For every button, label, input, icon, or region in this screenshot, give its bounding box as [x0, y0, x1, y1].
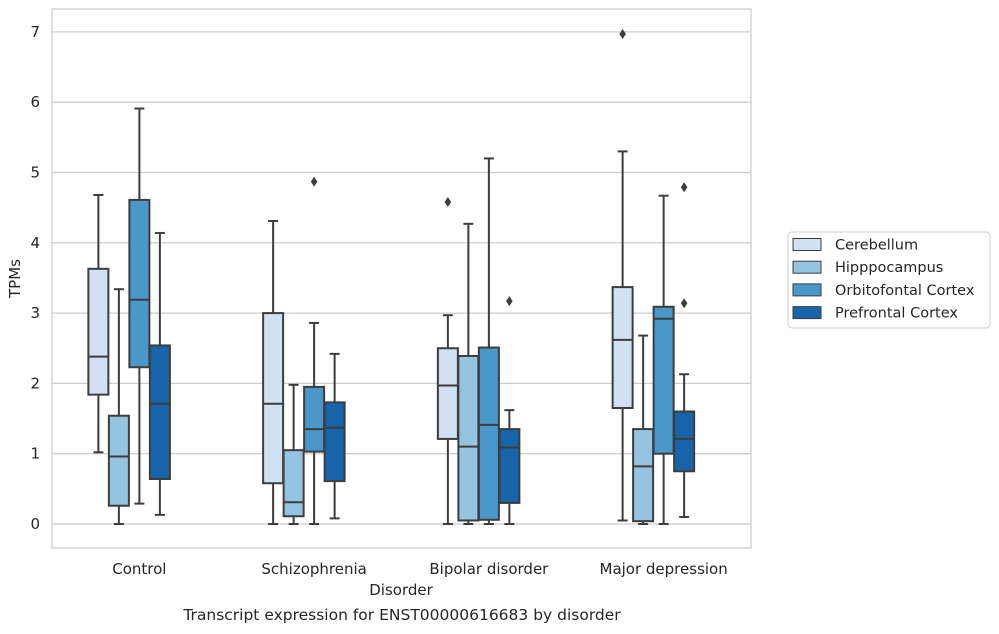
box-iqr [282, 449, 305, 518]
plot-frame [51, 8, 752, 549]
box-major-depression-orbitofontal-cortex [652, 194, 675, 525]
x-tick-labels: Control Schizophrenia Bipolar disorder Majo… [112, 560, 727, 578]
x-tick-label: Bipolar disorder [429, 560, 549, 578]
y-tick-label: 1 [30, 445, 40, 463]
box-iqr [107, 414, 130, 507]
legend-label: Prefrontal Cortex [835, 306, 958, 322]
box-iqr [148, 344, 171, 481]
x-tick-label: Major depression [600, 560, 728, 578]
box-iqr [323, 401, 346, 483]
box-control-cerebellum [87, 193, 110, 454]
legend: Cerebellum Hipppocampus Orbitofontal Corte… [787, 231, 991, 329]
box-iqr [673, 410, 696, 473]
y-tick-label: 7 [30, 23, 40, 41]
y-axis-label: TPMs [6, 259, 24, 299]
box-control-hipppocampus [107, 288, 130, 525]
box-iqr [652, 305, 675, 455]
box-control-prefrontal-cortex [148, 231, 171, 516]
box-major-depression-hipppocampus [632, 334, 655, 525]
chart-caption: Transcript expression for ENST0000061668… [183, 606, 621, 624]
outlier-point [680, 298, 688, 309]
box-schizophrenia-hipppocampus [282, 383, 305, 525]
box-major-depression-prefrontal-cortex [673, 182, 696, 518]
x-axis-label: Disorder [369, 581, 433, 599]
box-iqr [87, 267, 110, 396]
legend-swatch [792, 260, 822, 274]
legend-label: Hipppocampus [835, 260, 943, 276]
box-iqr [128, 198, 151, 369]
y-tick-label: 4 [30, 234, 40, 252]
box-control-orbitofontal-cortex [128, 107, 151, 505]
box-plots [87, 29, 696, 525]
outlier-point [506, 296, 513, 307]
box-schizophrenia-orbitofontal-cortex [303, 176, 326, 525]
box-schizophrenia-cerebellum [262, 220, 285, 525]
box-iqr [303, 385, 326, 453]
y-tick-label: 2 [30, 374, 40, 392]
box-iqr [611, 286, 634, 410]
box-bipolar-disorder-orbitofontal-cortex [477, 157, 500, 525]
box-bipolar-disorder-prefrontal-cortex [498, 296, 521, 525]
y-tick-label: 3 [30, 304, 40, 322]
box-iqr [632, 428, 655, 523]
y-tick-label: 5 [30, 164, 40, 182]
y-tick-labels: 0 1 2 3 4 5 6 7 [30, 23, 40, 533]
legend-frame [787, 231, 991, 329]
box-bipolar-disorder-cerebellum [436, 197, 459, 525]
box-iqr [457, 354, 480, 522]
legend-label: Orbitofontal Cortex [835, 283, 975, 299]
outlier-point [310, 176, 318, 187]
x-tick-label: Schizophrenia [261, 560, 366, 578]
box-iqr [436, 347, 459, 440]
legend-swatch [792, 306, 822, 320]
box-bipolar-disorder-hipppocampus [457, 222, 480, 525]
legend-swatch [792, 238, 822, 251]
y-tick-label: 6 [30, 93, 40, 111]
box-schizophrenia-prefrontal-cortex [323, 352, 346, 520]
box-major-depression-cerebellum [611, 29, 634, 522]
legend-swatch [792, 283, 822, 297]
box-iqr [498, 428, 521, 504]
box-iqr [477, 346, 500, 521]
box-iqr [262, 312, 285, 485]
outlier-point [619, 29, 626, 40]
legend-label: Cerebellum [835, 238, 918, 254]
x-tick-label: Control [112, 560, 166, 578]
outlier-point [680, 182, 688, 193]
outlier-point [444, 197, 452, 208]
y-tick-label: 0 [30, 515, 40, 533]
